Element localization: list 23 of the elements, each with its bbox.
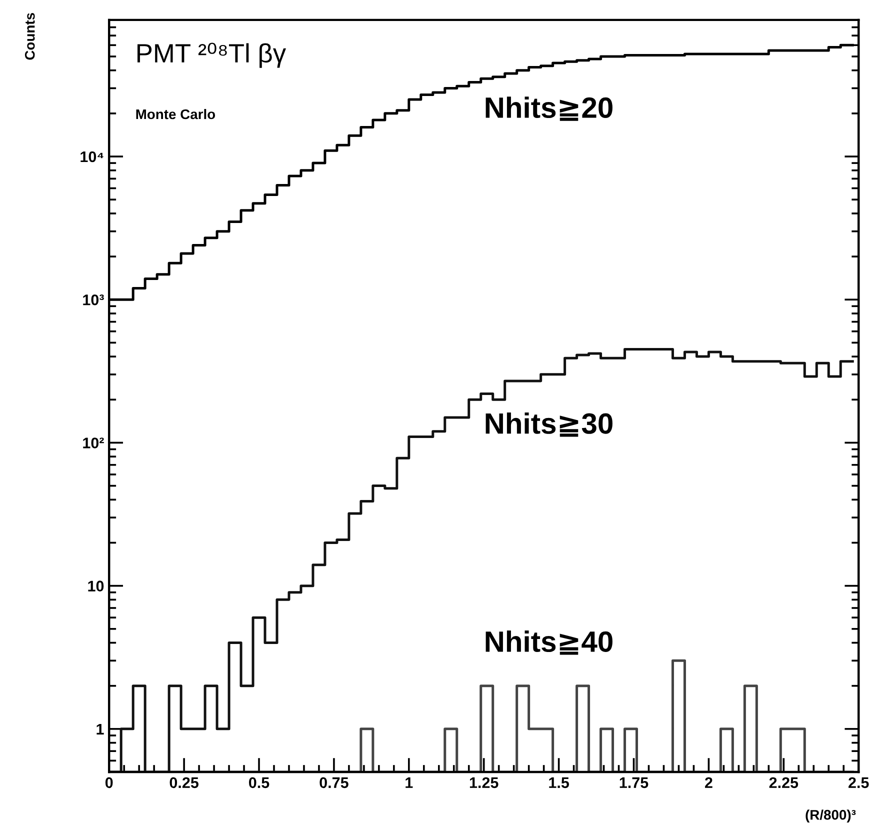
- y-tick-label: 10³: [83, 294, 104, 306]
- y-tick-label: 10²: [83, 438, 104, 448]
- x-tick-label: 2.5: [848, 777, 869, 788]
- x-tick-label: 1.5: [549, 777, 570, 788]
- y-tick-label: 10⁴: [80, 151, 104, 162]
- x-axis-title: (R/800)³: [806, 810, 856, 823]
- text: PMT ²⁰⁸Tl βγ: [138, 42, 286, 68]
- x-tick-label: 0: [105, 777, 113, 788]
- x-tick-label: 1: [406, 777, 413, 788]
- x-tick-label: 2: [704, 777, 712, 788]
- annotation: Nhits≧30: [486, 412, 612, 437]
- x-tick-label: 0.75: [320, 777, 348, 788]
- x-tick-label: 0.25: [170, 777, 198, 788]
- annotation: Nhits≧40: [486, 630, 612, 655]
- y-tick-label: 10: [88, 580, 104, 592]
- annotation: Nhits≧20: [486, 96, 612, 121]
- x-tick-label: 2.25: [769, 777, 798, 788]
- y-tick-label: 1: [96, 724, 104, 734]
- text: Monte Carlo: [136, 108, 216, 120]
- y-axis-title: Counts: [24, 13, 35, 60]
- x-tick-label: 1.25: [470, 777, 498, 788]
- x-tick-label: 1.75: [620, 777, 648, 788]
- x-tick-label: 0.5: [248, 777, 270, 788]
